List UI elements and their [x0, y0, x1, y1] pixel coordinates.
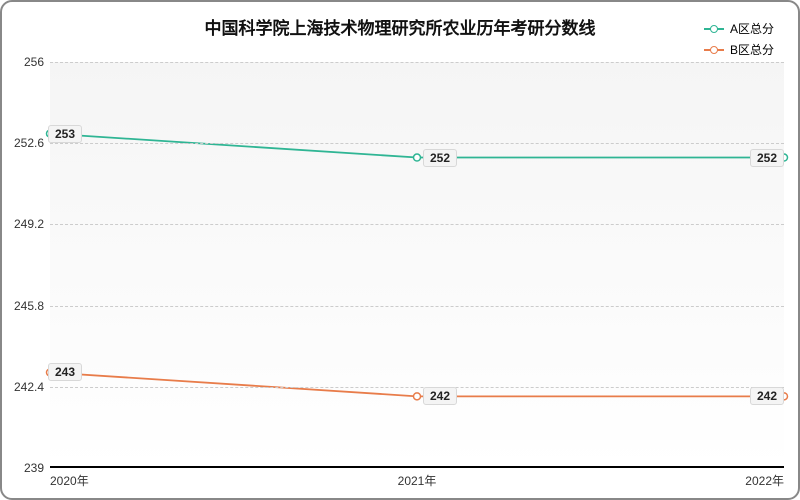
legend-item-b: B区总分: [704, 41, 774, 58]
legend-label-a: A区总分: [730, 20, 774, 37]
grid-line: [50, 387, 784, 388]
data-label: 252: [750, 149, 784, 167]
x-tick-label: 2021年: [398, 468, 437, 489]
data-label: 242: [750, 387, 784, 405]
x-tick-label: 2022年: [745, 468, 784, 489]
x-tick-label: 2020年: [50, 468, 89, 489]
grid-line: [50, 306, 784, 307]
chart-legend: A区总分 B区总分: [704, 20, 774, 62]
y-tick-label: 252.6: [14, 136, 50, 150]
y-tick-label: 249.2: [14, 217, 50, 231]
line-chart: 中国科学院上海技术物理研究所农业历年考研分数线 A区总分 B区总分 239242…: [0, 0, 800, 500]
grid-line: [50, 62, 784, 63]
y-tick-label: 242.4: [14, 380, 50, 394]
data-marker: [414, 393, 421, 400]
y-tick-label: 245.8: [14, 299, 50, 313]
grid-line: [50, 143, 784, 144]
y-tick-label: 239: [24, 461, 50, 475]
legend-swatch-a: [704, 28, 724, 30]
data-label: 242: [423, 387, 457, 405]
grid-line: [50, 224, 784, 225]
legend-swatch-b: [704, 49, 724, 51]
data-label: 253: [48, 125, 82, 143]
data-label: 243: [48, 363, 82, 381]
legend-item-a: A区总分: [704, 20, 774, 37]
y-tick-label: 256: [24, 55, 50, 69]
chart-svg: [50, 62, 784, 468]
legend-label-b: B区总分: [730, 41, 774, 58]
chart-title: 中国科学院上海技术物理研究所农业历年考研分数线: [2, 14, 798, 39]
data-label: 252: [423, 149, 457, 167]
plot-area: 239242.4245.8249.2252.62562020年2021年2022…: [50, 62, 784, 468]
data-marker: [414, 154, 421, 161]
